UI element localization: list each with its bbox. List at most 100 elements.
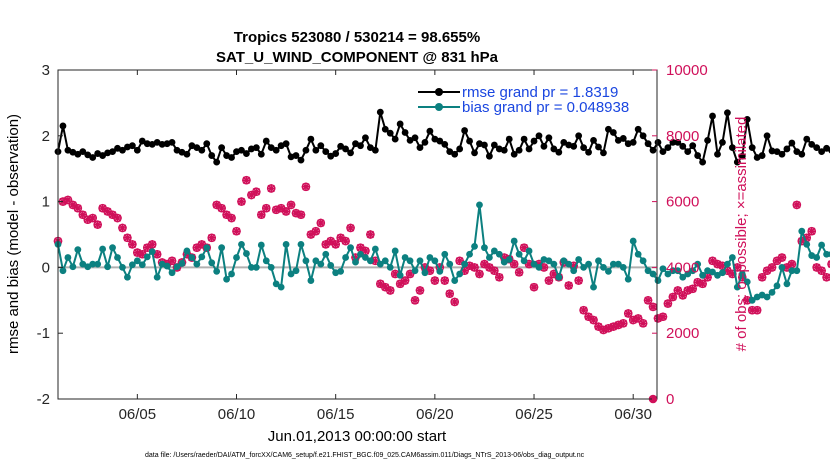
bias-point — [481, 244, 488, 252]
rmse-point — [743, 115, 751, 123]
rmse-point — [213, 158, 221, 166]
bias-point — [565, 260, 573, 268]
rmse-point — [143, 140, 151, 148]
obs-assimilated-point — [792, 200, 802, 210]
rmse-point — [669, 138, 677, 146]
bias-point — [114, 254, 121, 261]
bias-point — [267, 264, 275, 271]
obs-assimilated-point — [485, 263, 494, 272]
bias-point — [362, 254, 369, 261]
obs-assimilated-point — [743, 296, 752, 305]
obs-assimilated-point — [584, 312, 593, 321]
obs-assimilated-point — [217, 203, 226, 213]
bias-point — [783, 280, 791, 288]
bias-point — [624, 275, 632, 283]
bias-point — [297, 240, 305, 248]
obs-assimilated-point — [529, 282, 539, 292]
bias-point — [431, 257, 439, 265]
rmse-point — [128, 142, 136, 150]
obs-assimilated-point — [767, 263, 777, 272]
rmse-point — [644, 140, 652, 148]
rmse-point — [441, 140, 449, 148]
bias-point — [396, 271, 404, 279]
obs-assimilated-point — [509, 259, 519, 269]
bias-point — [213, 267, 221, 275]
x-tick-label: 06/30 — [614, 406, 652, 423]
obs-assimilated-point — [237, 197, 246, 206]
bias-point — [446, 260, 454, 268]
rmse-point — [550, 145, 558, 153]
right-axis-ticks: 0 2000 4000 6000 8000 10000 — [652, 62, 708, 408]
bias-point — [699, 271, 707, 279]
bias-point — [768, 289, 776, 296]
bias-point — [609, 260, 617, 268]
bias-point — [575, 256, 583, 263]
rmse-point — [748, 144, 756, 152]
bias-point — [456, 270, 464, 278]
obs-assimilated-point — [351, 253, 360, 262]
bias-point — [798, 227, 806, 235]
rmse-point — [490, 141, 498, 149]
rmse-point — [719, 138, 726, 146]
rmse-point — [818, 148, 826, 155]
obs-assimilated-point — [316, 218, 326, 228]
obs-assimilated-point — [123, 233, 132, 242]
bias-point — [515, 250, 523, 258]
rmse-point — [89, 154, 97, 161]
bias-point — [317, 260, 325, 268]
obs-assimilated-point — [628, 315, 638, 325]
obs-assimilated-point — [564, 281, 573, 290]
obs-assimilated-point — [668, 292, 678, 302]
rmse-point — [322, 148, 330, 155]
obs-assimilated-point — [723, 266, 732, 275]
right-tick-label: 4000 — [666, 259, 699, 276]
bias-point — [619, 264, 627, 271]
rmse-point — [664, 144, 672, 152]
rmse-point — [813, 144, 821, 152]
rmse-point — [763, 132, 771, 140]
obs-assimilated-point — [604, 324, 613, 333]
obs-assimilated-point — [73, 203, 83, 213]
bias-point — [153, 273, 161, 281]
obs-assimilated-point — [643, 296, 653, 305]
rmse-point — [59, 122, 67, 130]
bias-point — [406, 257, 414, 265]
obs-assimilated-point — [619, 319, 628, 328]
obs-assimilated-point — [817, 266, 826, 275]
rmse-point — [639, 132, 647, 140]
obs-assimilated-point — [703, 273, 712, 282]
obs-assimilated-point — [222, 210, 231, 219]
obs-assimilated-point — [688, 284, 697, 293]
bias-point — [520, 257, 528, 265]
rmse-point — [580, 144, 588, 152]
bias-point — [495, 250, 503, 258]
obs-assimilated-point — [579, 305, 588, 315]
obs-assimilated-point — [728, 269, 737, 279]
obs-assimilated-point — [167, 256, 177, 266]
obs-assimilated-point — [227, 213, 236, 223]
obs-assimilated-point — [802, 233, 811, 242]
bias-point — [436, 267, 444, 275]
obs-assimilated-point — [465, 261, 474, 270]
obs-assimilated-point — [589, 315, 598, 325]
rmse-point — [292, 152, 300, 159]
bias-point — [679, 273, 687, 281]
bias-point — [664, 270, 672, 278]
rmse-point — [218, 144, 226, 152]
obs-assimilated-point — [326, 236, 335, 246]
rmse-point — [302, 146, 310, 154]
obs-assimilated-point — [594, 322, 603, 331]
rmse-point — [252, 144, 260, 152]
obs-assimilated-point — [306, 230, 316, 239]
bias-point — [694, 260, 702, 268]
bias-point — [342, 254, 349, 261]
obs-assimilated-point — [430, 276, 440, 285]
obs-assimilated-point — [435, 263, 445, 272]
bias-point — [813, 254, 821, 261]
bias-point — [238, 240, 245, 248]
obs-assimilated-point — [797, 236, 806, 246]
obs-assimilated-point — [460, 266, 469, 275]
obs-assimilated-point — [480, 259, 489, 269]
obs-assimilated-point — [678, 291, 687, 300]
